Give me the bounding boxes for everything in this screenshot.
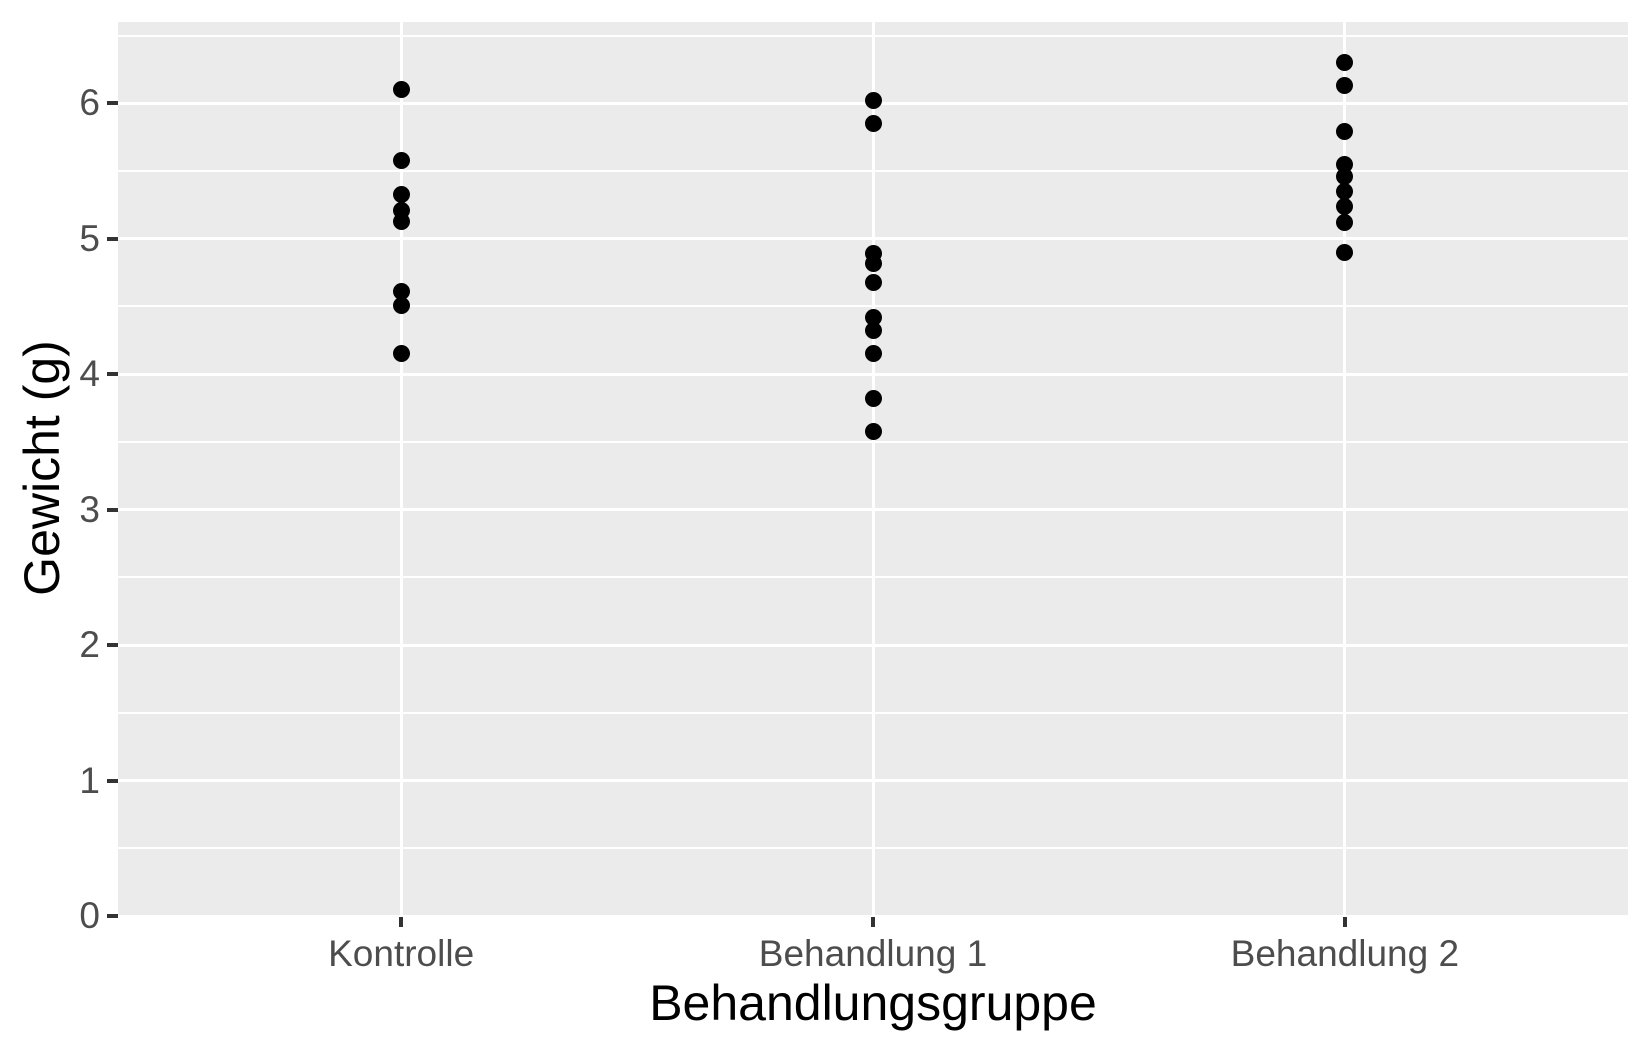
y-tick-mark [107,914,118,918]
data-point [1336,123,1354,141]
data-point [864,345,882,363]
data-point [392,296,410,314]
data-point [392,345,410,363]
y-tick-mark [107,236,118,241]
x-tick-label: Kontrolle [328,933,475,974]
vertical-gridline [399,22,403,916]
plot-panel [118,22,1628,918]
y-tick-label: 3 [79,488,100,530]
data-point [864,308,882,326]
data-point [1336,213,1354,231]
data-point [1336,197,1354,215]
x-tick-mark [1342,917,1347,927]
y-tick-label: 0 [79,895,100,936]
data-point [392,212,410,230]
y-tick-label: 4 [79,353,100,395]
data-point [1336,54,1354,72]
y-tick-label: 2 [79,624,100,666]
y-axis-title: Gewicht (g) [14,340,70,596]
data-point [864,115,882,133]
data-point [1336,243,1354,261]
x-tick-label: Behandlung 1 [758,933,988,974]
data-point [864,390,882,408]
y-tick-label: 6 [79,82,100,124]
data-point [392,151,410,169]
y-tick-label: 5 [79,217,100,259]
data-point [1336,77,1354,95]
x-axis-title: Behandlungsgruppe [649,975,1097,1031]
data-point [864,92,882,110]
y-tick-mark [107,372,118,377]
data-point [864,254,882,272]
data-point [1336,182,1354,200]
y-tick-mark [107,507,118,512]
major-gridline [118,914,1628,918]
y-tick-mark [107,101,118,106]
x-tick-mark [871,917,875,927]
data-point [864,422,882,440]
data-point [864,322,882,340]
y-tick-label: 1 [79,759,100,801]
vertical-gridline [1343,22,1347,916]
x-tick-label: Behandlung 2 [1230,933,1460,974]
data-point [392,185,410,203]
y-tick-mark [107,643,118,648]
vertical-gridline [871,22,875,916]
data-point [1336,167,1354,185]
data-point [864,273,882,291]
x-tick-mark [399,917,404,927]
y-tick-mark [107,778,118,783]
data-point [392,283,410,301]
data-point [392,81,410,99]
